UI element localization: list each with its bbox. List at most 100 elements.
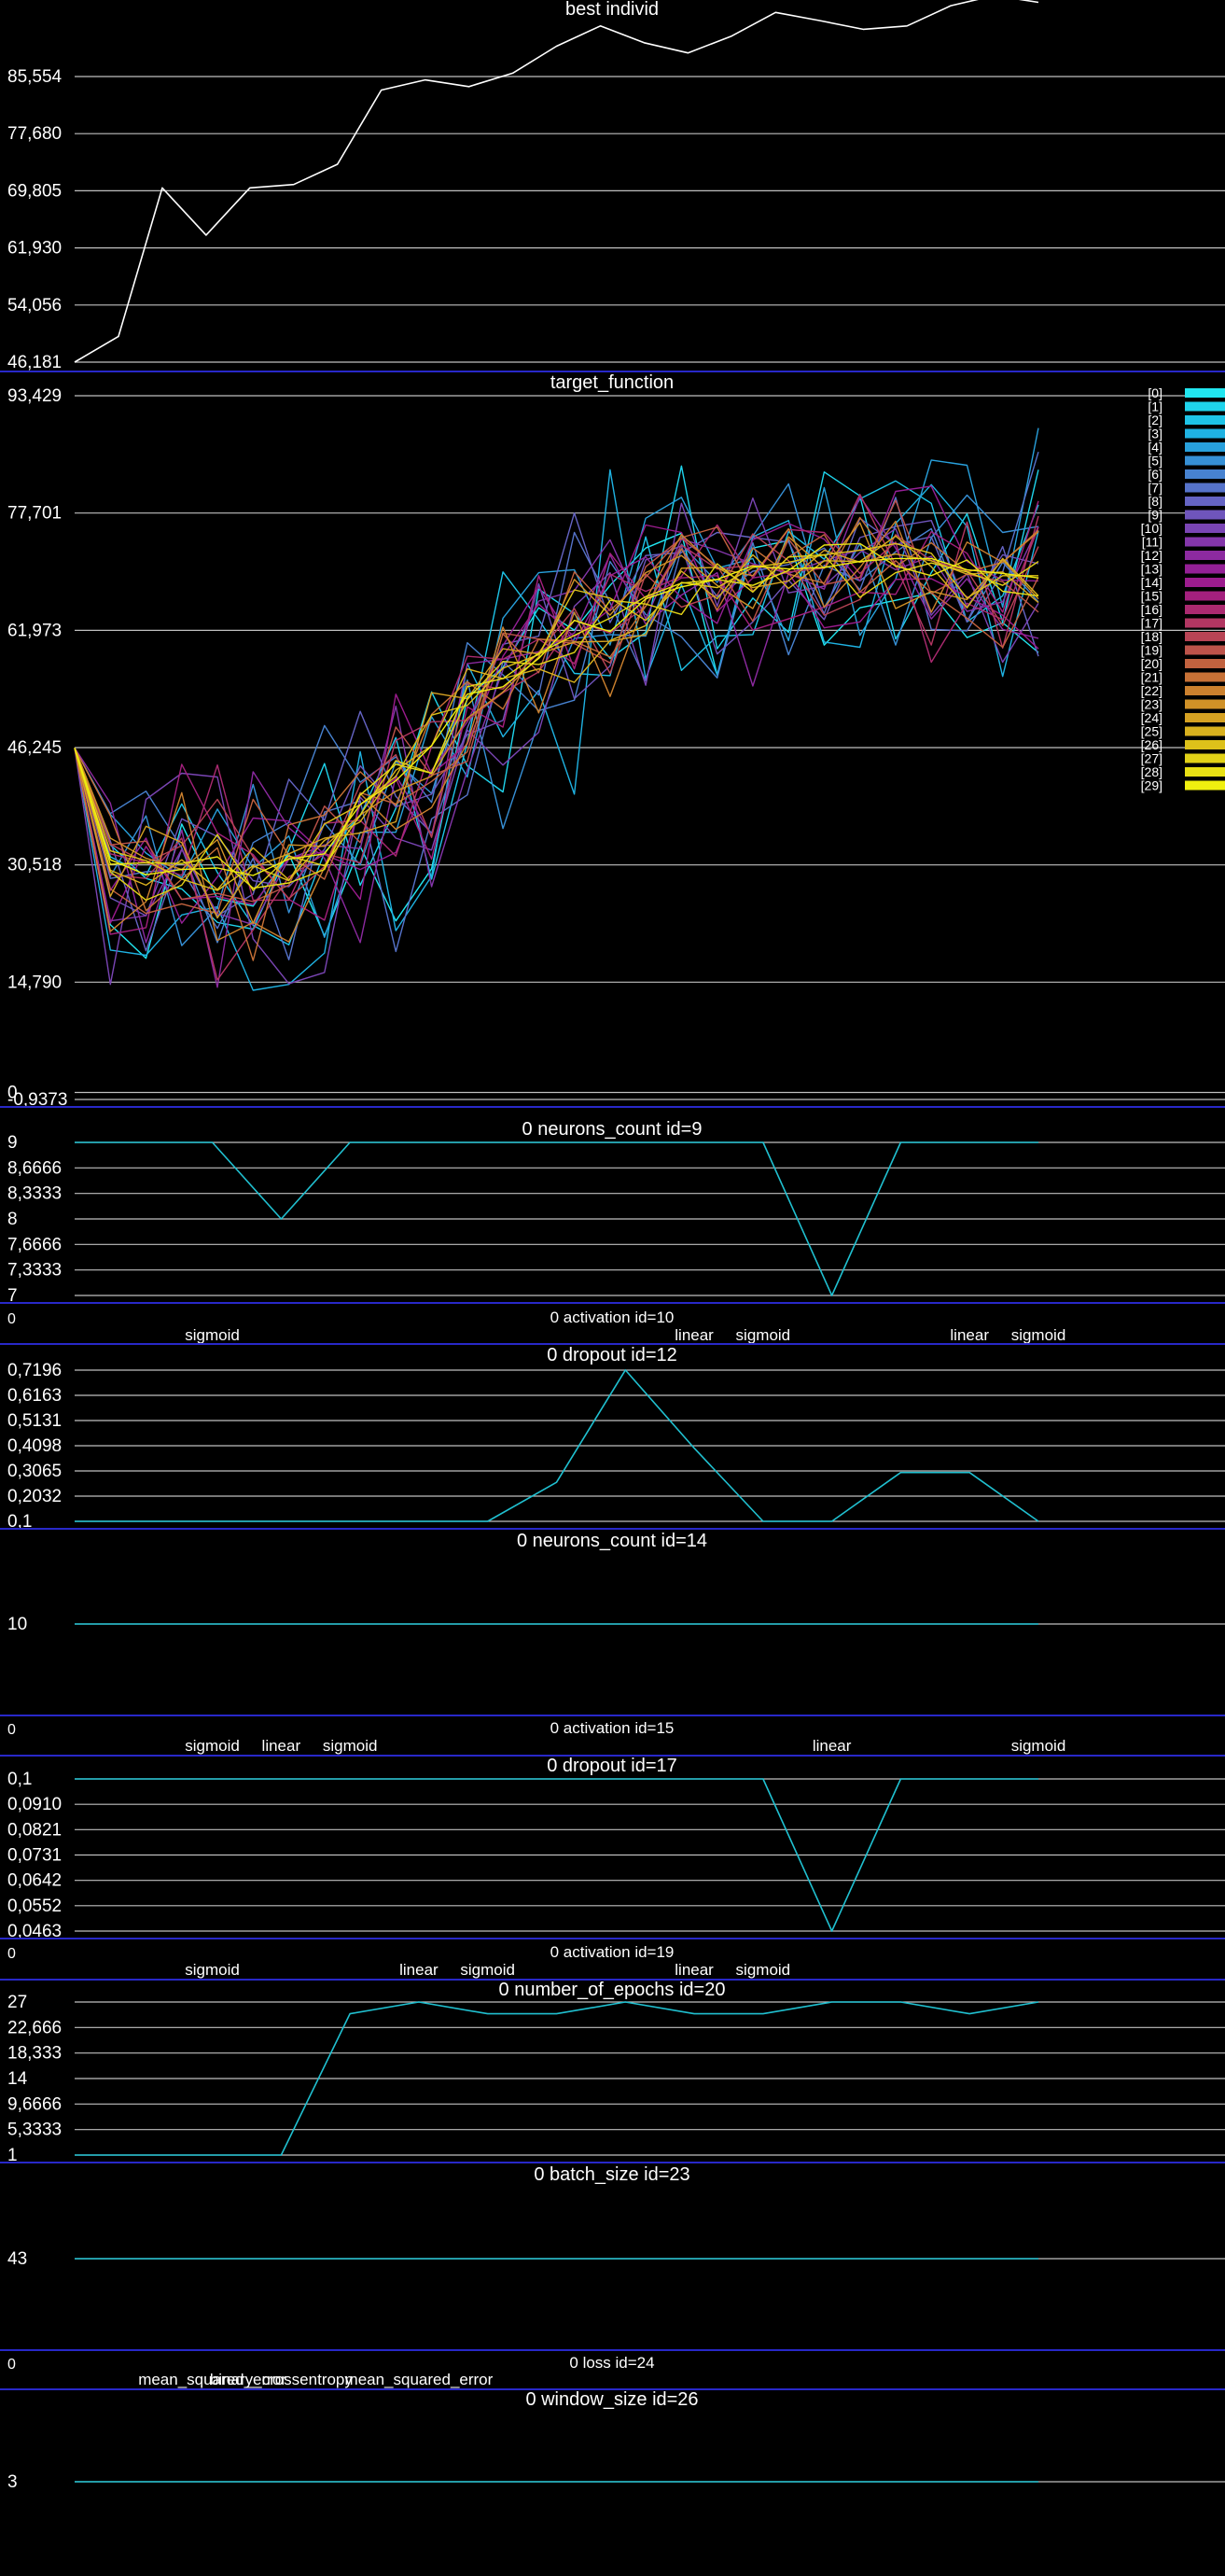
legend-swatch [1185,605,1225,614]
legend-label: [13] [1141,562,1162,577]
legend-label: [11] [1142,535,1162,550]
panel-best: best individ 85,554 77,680 69,805 61,930 54,0… [0,0,1225,372]
category-label: sigmoid [185,1737,240,1755]
panel-neurons14: 0 neurons_count id=14 10 [0,1531,1225,1716]
category-label: linear [675,1961,714,1979]
legend-label: [8] [1148,494,1162,509]
y-tick-label: 8,6666 [7,1158,62,1178]
legend-label: [14] [1141,575,1162,590]
series-line-1 [74,465,1039,931]
axis-baseline-label: 0 [7,1946,16,1962]
legend-label: [5] [1148,454,1162,469]
legend-swatch [1185,618,1225,628]
y-tick-label: 0,0642 [7,1871,62,1891]
legend-label: [21] [1141,670,1162,685]
panel-dropout12: 0 dropout id=12 0,7196 0,6163 0,5131 0,4098 0… [0,1345,1225,1532]
legend-label: [9] [1148,508,1162,523]
legend-label: [7] [1148,481,1162,496]
panel-title: 0 activation id=15 [550,1719,675,1737]
legend-label: [20] [1141,656,1162,671]
category-label: sigmoid [736,1326,791,1344]
series-line-29 [74,557,1039,876]
y-tick-label: 77,701 [7,504,62,524]
legend-swatch [1185,510,1225,520]
panel-title: 0 dropout id=12 [547,1345,677,1365]
series-line-27 [74,553,1039,902]
category-label: sigmoid [185,1326,240,1344]
y-tick-label: 0,0910 [7,1795,62,1814]
legend-label: [22] [1141,683,1162,698]
y-tick-label: 8,3333 [7,1184,62,1204]
panel-title: 0 activation id=19 [550,1943,675,1961]
y-tick-label: 5,3333 [7,2121,62,2140]
panel-window26: 0 window_size id=26 3 [7,2389,1225,2492]
legend-label: [26] [1141,737,1162,752]
legend-swatch [1185,632,1225,641]
legend-label: [16] [1141,602,1162,617]
series-line-13 [74,485,1039,924]
category-label: linear [675,1326,714,1344]
legend-swatch [1185,591,1225,601]
series-line-17 [74,494,1039,981]
category-label: sigmoid [460,1961,515,1979]
legend-swatch [1185,659,1225,668]
y-tick-label: 14,790 [7,973,62,992]
legend-swatch [1185,524,1225,533]
category-label: binary_crossentropy [210,2371,354,2388]
category-label: linear [950,1326,989,1344]
y-tick-label: 27 [7,1993,27,2012]
legend-swatch [1185,551,1225,560]
y-tick-label: 7,6666 [7,1235,62,1254]
panel-title: 0 loss id=24 [569,2354,654,2372]
legend-swatch [1185,388,1225,398]
legend-label: [6] [1148,467,1162,482]
legend-swatch [1185,564,1225,574]
panel-title: 0 neurons_count id=9 [522,1119,703,1140]
panel-title: 0 neurons_count id=14 [517,1531,707,1551]
panel-neurons9: 0 neurons_count id=9 9 8,6666 8,3333 8 7,6666… [0,1119,1225,1306]
y-tick-label: 0 [7,1084,18,1103]
legend-swatch [1185,699,1225,709]
y-tick-label: 18,333 [7,2044,62,2064]
legend-swatch [1185,672,1225,682]
y-tick-label: 10 [7,1615,27,1634]
y-tick-label: 0,1 [7,1512,32,1532]
legend-swatch [1185,740,1225,749]
panel-title: 0 batch_size id=23 [534,2164,689,2185]
legend-label: [1] [1148,399,1162,414]
legend-swatch [1185,686,1225,695]
y-tick-label: 0,0463 [7,1922,62,1941]
panel-activation19: 0 activation id=19 0 sigmoid linear sigmoid l… [0,1943,1225,1981]
category-label: sigmoid [736,1961,791,1979]
series-line-25 [74,535,1039,890]
panel-activation15: 0 activation id=15 0 sigmoid linear sigmoid l… [0,1719,1225,1757]
legend-label: [2] [1148,413,1162,427]
panel-title: 0 dropout id=17 [547,1756,677,1776]
series-line-24 [74,549,1039,919]
legend-swatch [1185,497,1225,506]
legend-label: [12] [1141,548,1162,563]
legend-label: [10] [1141,521,1162,536]
legend-label: [23] [1141,697,1162,712]
legend-swatch [1185,713,1225,722]
category-label: sigmoid [323,1737,378,1755]
legend-label: [4] [1148,440,1162,455]
series-line-19 [74,499,1039,903]
axis-baseline-label: 0 [7,1311,16,1327]
y-tick-label: 0,1 [7,1770,32,1789]
y-tick-label: 8 [7,1210,18,1229]
y-tick-label: 0,3065 [7,1462,62,1481]
legend-label: [15] [1141,589,1162,604]
y-tick-label: 30,518 [7,856,62,875]
series-line-15 [74,500,1039,935]
legend-swatch [1185,753,1225,763]
legend-label: [25] [1141,724,1162,739]
legend-swatch [1185,578,1225,587]
y-tick-label: 43 [7,2249,27,2269]
y-tick-label: 0,0731 [7,1846,62,1866]
legend-swatch [1185,483,1225,493]
y-tick-label: 0,4098 [7,1436,62,1456]
panel-title: best individ [565,0,659,20]
series-line-12 [74,496,1039,988]
